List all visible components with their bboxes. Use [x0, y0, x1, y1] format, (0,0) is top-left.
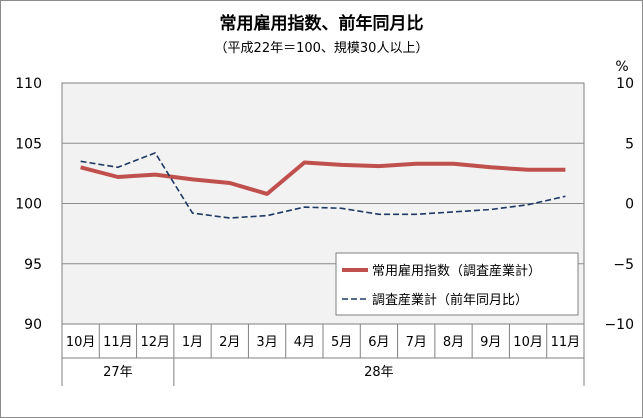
series-line-1: [80, 160, 566, 196]
category-label: 10月: [66, 335, 96, 350]
right-tick-label: −5: [613, 257, 634, 273]
left-tick-label: 95: [24, 257, 42, 273]
series-lines: [80, 152, 566, 219]
category-label: 4月: [294, 335, 315, 350]
category-label: 7月: [406, 335, 427, 350]
category-label: 12月: [140, 335, 170, 350]
left-tick-label: 100: [15, 197, 42, 213]
chart-title: 常用雇用指数、前年同月比: [219, 14, 424, 34]
axes: 90 95 100 105 110 −10 −5 0 5 10 10月 11月 12月 1月 2月 3月 4月 5…: [15, 76, 634, 386]
category-label: 1月: [182, 335, 203, 350]
category-label: 2月: [219, 335, 240, 350]
category-label: 11月: [551, 335, 581, 350]
category-label: 5月: [331, 335, 352, 350]
legend-label: 調査産業計（前年同月比）: [372, 292, 528, 308]
legend: 常用雇用指数（調査産業計） 調査産業計（前年同月比）: [335, 252, 579, 316]
series-line-2: [80, 152, 566, 219]
category-label: 9月: [480, 335, 501, 350]
category-label: 3月: [256, 335, 277, 350]
right-tick-label: −10: [604, 317, 634, 333]
category-label: 10月: [513, 335, 543, 350]
right-tick-label: 10: [616, 76, 634, 92]
left-tick-label: 105: [15, 136, 42, 152]
right-tick-label: 5: [625, 136, 634, 152]
chart-subtitle: （平成22年＝100、規模30人以上）: [214, 41, 429, 56]
left-tick-label: 110: [15, 76, 42, 92]
category-label: 11月: [103, 335, 133, 350]
category-label: 6月: [368, 335, 389, 350]
year-label: 28年: [364, 365, 394, 380]
legend-box: [335, 252, 579, 316]
right-tick-label: 0: [625, 197, 634, 213]
category-label: 8月: [443, 335, 464, 350]
year-label: 27年: [103, 365, 133, 380]
right-axis-unit: %: [615, 59, 628, 75]
left-tick-label: 90: [24, 317, 42, 333]
legend-label: 常用雇用指数（調査産業計）: [372, 263, 541, 279]
